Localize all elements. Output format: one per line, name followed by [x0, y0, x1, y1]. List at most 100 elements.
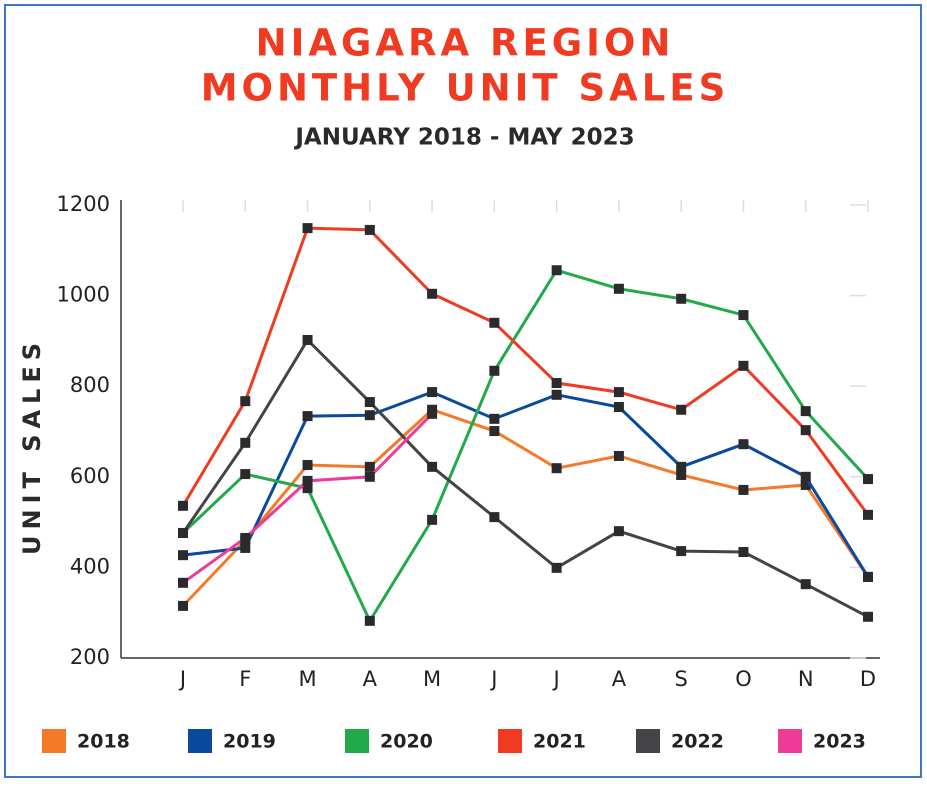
y-tick-label: 200: [70, 645, 110, 669]
marker: [302, 334, 313, 345]
marker: [489, 512, 500, 523]
marker: [800, 425, 811, 436]
legend-label: 2019: [223, 731, 276, 753]
y-axis-label: UNIT SALES: [18, 337, 46, 555]
legend-swatch: [498, 729, 522, 753]
marker: [178, 577, 188, 588]
y-tick-label: 1000: [57, 283, 110, 307]
marker: [364, 397, 375, 408]
x-tick-label: M: [298, 667, 316, 691]
marker: [178, 527, 188, 538]
series-line: [181, 268, 870, 625]
marker: [738, 546, 749, 557]
marker: [302, 223, 313, 234]
marker: [613, 387, 624, 398]
legend-swatch: [778, 729, 802, 753]
legend-label: 2018: [77, 731, 130, 753]
x-tick-label: J: [178, 667, 186, 691]
x-tick-label: A: [612, 667, 627, 691]
marker: [613, 402, 624, 413]
series-line: [181, 337, 869, 619]
x-tick-label: J: [489, 667, 497, 691]
frame: [4, 4, 922, 778]
marker: [800, 479, 811, 490]
legend-label: 2020: [380, 731, 433, 753]
x-tick-label: N: [798, 667, 814, 691]
marker: [863, 571, 873, 582]
marker: [489, 317, 500, 328]
marker: [551, 463, 562, 474]
marker: [676, 461, 687, 472]
marker: [551, 562, 562, 573]
marker: [551, 265, 562, 276]
marker: [427, 514, 438, 525]
marker: [800, 471, 811, 482]
legend-label: 2021: [533, 731, 586, 753]
marker: [738, 310, 749, 321]
marker: [302, 475, 313, 486]
marker: [427, 288, 438, 299]
marker: [178, 600, 188, 611]
legend-swatch: [42, 729, 66, 753]
chart-title: NIAGARA REGION: [256, 22, 675, 65]
marker: [240, 396, 251, 407]
marker: [364, 461, 375, 472]
marker: [178, 500, 188, 511]
marker: [863, 611, 873, 622]
marker: [551, 378, 562, 389]
marker: [800, 406, 811, 417]
marker: [364, 615, 375, 626]
marker: [240, 532, 251, 543]
marker: [489, 426, 500, 437]
marker: [489, 413, 500, 424]
marker: [800, 579, 811, 590]
marker: [427, 387, 438, 398]
marker: [613, 450, 624, 461]
marker: [364, 224, 375, 235]
marker: [489, 365, 500, 376]
x-tick-label: J: [552, 667, 560, 691]
marker: [240, 437, 251, 448]
marker: [178, 550, 188, 561]
marker: [676, 293, 687, 304]
marker: [738, 484, 749, 495]
marker: [427, 408, 438, 419]
marker: [738, 360, 749, 371]
series-line: [181, 408, 870, 607]
marker: [364, 410, 375, 421]
marker: [551, 389, 562, 400]
series-line: [182, 390, 870, 578]
marker: [427, 461, 438, 472]
marker: [613, 283, 624, 294]
legend-label: 2022: [671, 731, 724, 753]
y-tick-label: 400: [70, 554, 110, 578]
x-tick-label: D: [860, 667, 876, 691]
y-tick-label: 800: [70, 373, 110, 397]
y-tick-label: 1200: [57, 192, 110, 216]
x-tick-label: F: [239, 667, 251, 691]
marker: [302, 483, 313, 494]
y-tick-label: 600: [70, 464, 110, 488]
legend-swatch: [345, 729, 369, 753]
marker: [676, 546, 687, 557]
marker: [240, 469, 251, 480]
marker: [676, 404, 687, 415]
legend-swatch: [188, 729, 212, 753]
chart-title: MONTHLY UNIT SALES: [201, 67, 730, 110]
x-tick-label: S: [675, 667, 688, 691]
x-tick-label: M: [423, 667, 441, 691]
marker: [240, 542, 251, 553]
marker: [863, 474, 873, 485]
x-tick-label: O: [735, 667, 752, 691]
marker: [302, 460, 313, 471]
marker: [364, 471, 375, 482]
legend-label: 2023: [813, 731, 866, 753]
x-tick-label: A: [363, 667, 378, 691]
legend-swatch: [636, 729, 660, 753]
chart-subtitle: JANUARY 2018 - MAY 2023: [293, 125, 634, 151]
marker: [613, 526, 624, 537]
marker: [676, 469, 687, 480]
marker: [302, 411, 313, 422]
marker: [863, 509, 873, 520]
